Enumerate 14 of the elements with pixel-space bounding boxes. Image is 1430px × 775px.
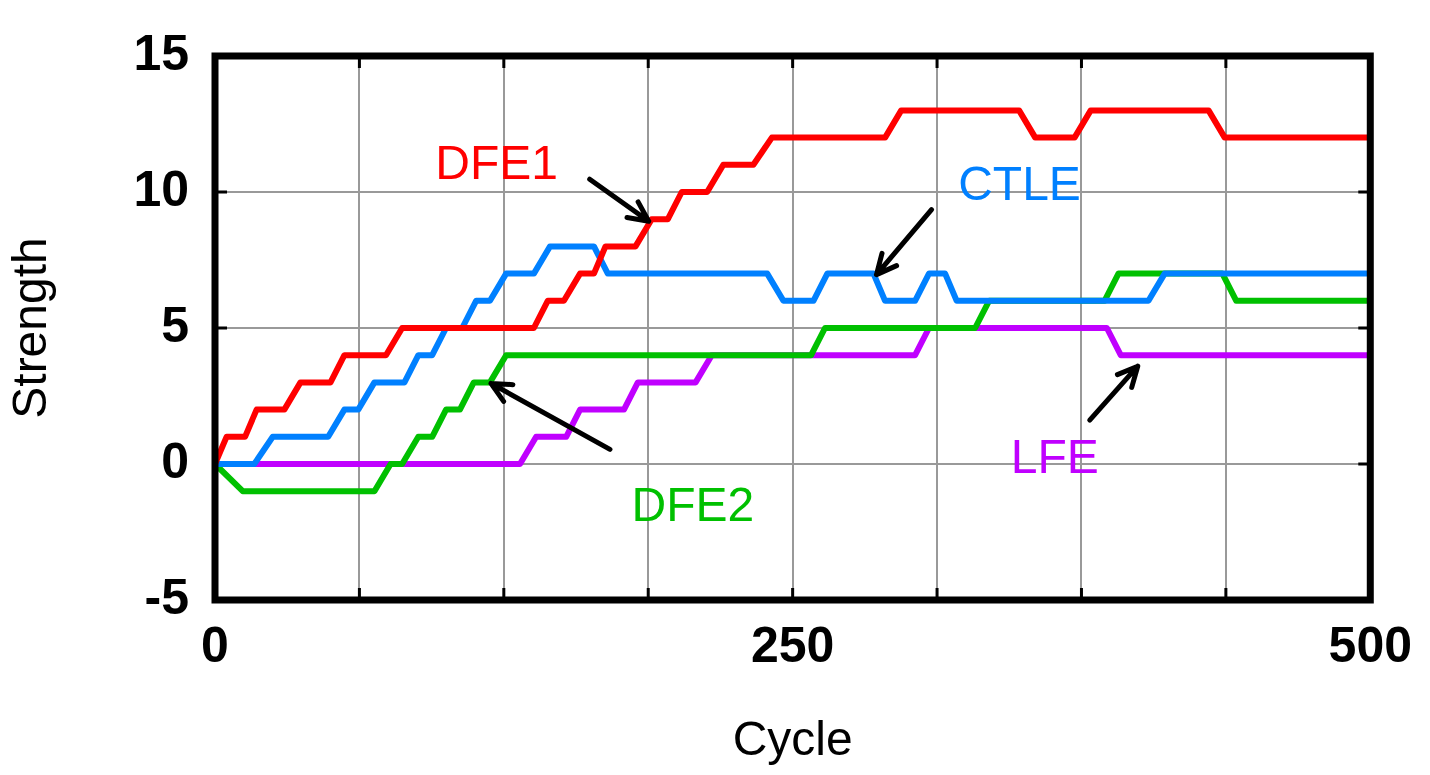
y-tick-label: -5	[144, 568, 189, 625]
y-tick-label: 15	[133, 24, 189, 81]
y-tick-label: 5	[161, 296, 189, 353]
x-axis-title: Cycle	[732, 712, 853, 766]
y-axis-title: Strength	[3, 237, 57, 419]
x-tick-label: 500	[1328, 616, 1413, 673]
x-tick-label: 0	[201, 616, 229, 673]
y-tick-label: 0	[161, 432, 189, 489]
text: DFE2	[631, 477, 755, 531]
series-label: LFE	[1010, 430, 1099, 484]
series-label: DFE1	[435, 136, 559, 190]
y-tick-label: 10	[133, 160, 189, 217]
series-label: CTLE	[958, 156, 1081, 210]
x-tick-label: 250	[750, 616, 835, 673]
